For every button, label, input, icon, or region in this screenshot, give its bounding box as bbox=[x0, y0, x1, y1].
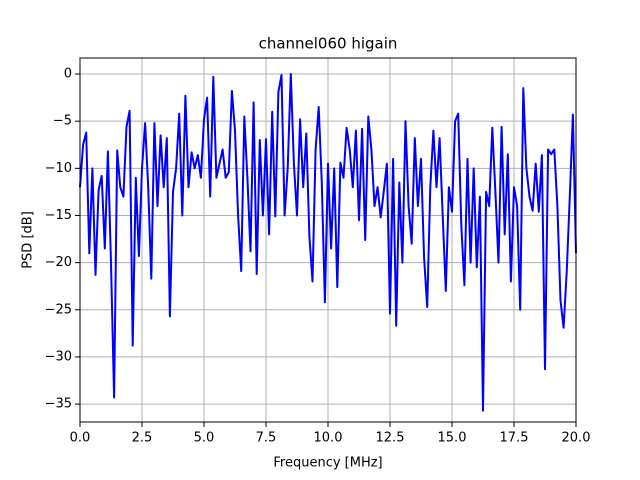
y-tick-label: −20 bbox=[45, 255, 72, 270]
chart-title: channel060 higain bbox=[259, 35, 398, 53]
x-tick-label: 15.0 bbox=[438, 431, 467, 446]
y-tick-label: −30 bbox=[45, 349, 72, 364]
y-tick-label: −10 bbox=[45, 161, 72, 176]
x-tick-label: 20.0 bbox=[562, 431, 591, 446]
x-tick-label: 10.0 bbox=[314, 431, 343, 446]
x-tick-label: 0.0 bbox=[70, 431, 91, 446]
y-axis-label: PSD [dB] bbox=[21, 211, 36, 269]
y-tick-label: −15 bbox=[45, 208, 72, 223]
x-axis-label: Frequency [MHz] bbox=[273, 456, 382, 471]
x-tick-label: 7.5 bbox=[256, 431, 277, 446]
y-tick-label: −25 bbox=[45, 302, 72, 317]
data-line bbox=[79, 73, 577, 412]
x-tick-label: 12.5 bbox=[376, 431, 405, 446]
x-tick-label: 17.5 bbox=[500, 431, 529, 446]
y-tick-label: −35 bbox=[45, 397, 72, 412]
x-tick-label: 2.5 bbox=[132, 431, 153, 446]
plot-frame bbox=[79, 57, 577, 423]
x-tick-label: 5.0 bbox=[194, 431, 215, 446]
y-tick-label: −5 bbox=[53, 114, 72, 129]
y-tick-label: 0 bbox=[64, 67, 72, 82]
